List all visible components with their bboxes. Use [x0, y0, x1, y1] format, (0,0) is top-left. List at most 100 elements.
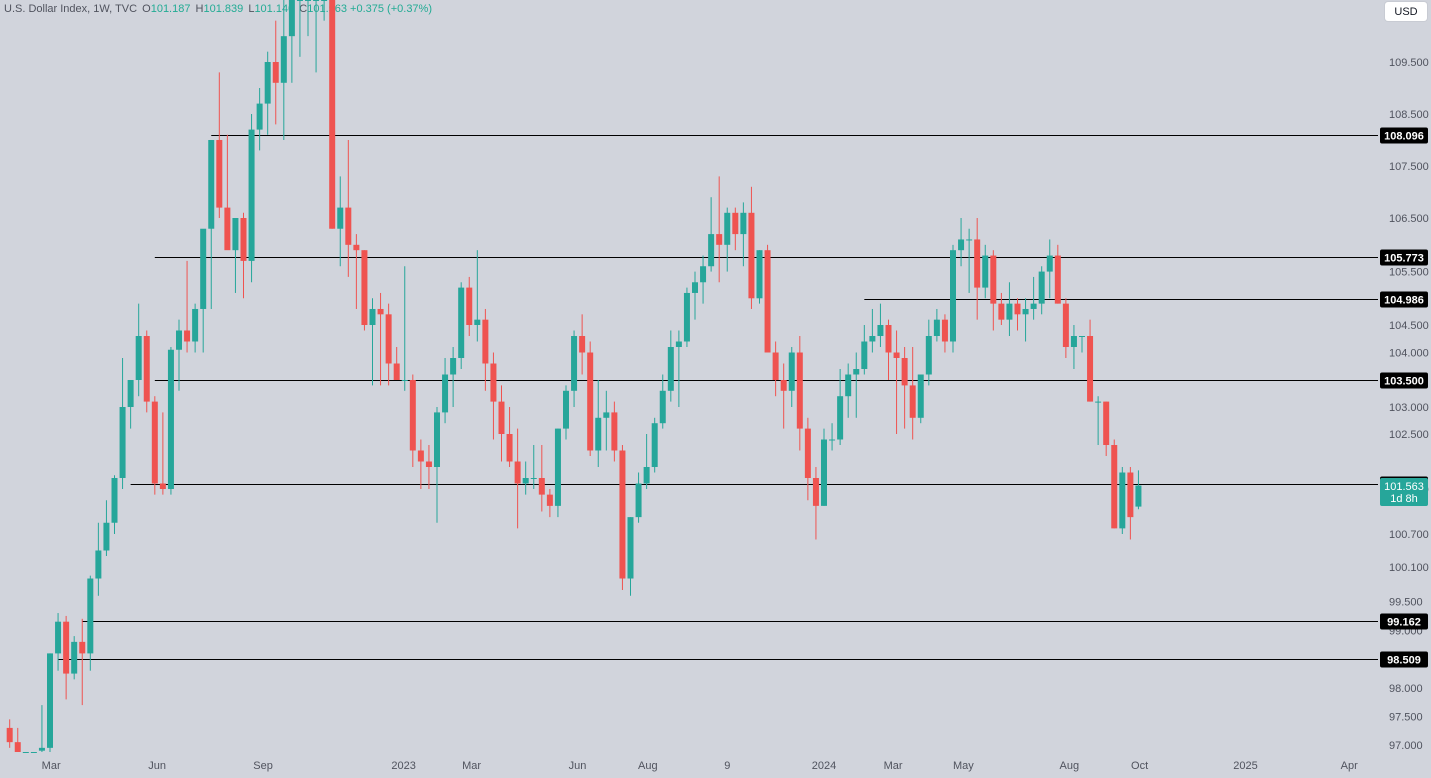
candle-body [974, 239, 981, 288]
candle-body [925, 336, 932, 375]
candle [482, 308, 489, 391]
candle-body [635, 483, 642, 518]
candle-body [522, 478, 529, 484]
candles-layer [6, 0, 1142, 753]
candle [675, 330, 682, 407]
candle-body [409, 380, 416, 451]
levels-layer [58, 135, 1378, 660]
level-price-tag [1380, 372, 1428, 389]
candle [627, 517, 634, 596]
candle-body [1095, 401, 1102, 403]
candle [950, 244, 956, 353]
candle-body [30, 752, 37, 753]
candle [159, 412, 166, 495]
candle-body [6, 727, 13, 743]
time-tick-label: Mar [884, 760, 903, 772]
candle-body [103, 522, 110, 551]
price-tick-label: 109.500 [1389, 57, 1429, 69]
candle [232, 218, 239, 293]
candle [385, 303, 392, 386]
candle-body [853, 369, 860, 375]
candle-body [498, 401, 505, 434]
candle-body [869, 336, 876, 342]
candle-body [788, 352, 795, 391]
candle [522, 461, 529, 495]
time-tick-label: Mar [462, 760, 481, 772]
candle-body [748, 212, 755, 299]
candle [909, 347, 916, 440]
legend-low-label: L [248, 3, 255, 15]
candle-body [966, 239, 973, 241]
level-price-label: 108.096 [1384, 131, 1424, 143]
candle [1070, 325, 1077, 369]
candle-body [151, 401, 158, 484]
candle-body [329, 0, 336, 229]
candle-body [563, 390, 569, 429]
candle-body [837, 396, 844, 440]
candle-body [22, 752, 29, 753]
candle [571, 330, 578, 407]
candle [377, 292, 384, 386]
candle [14, 727, 21, 752]
candle [756, 250, 763, 304]
candle-body [667, 347, 674, 391]
candle [1014, 298, 1021, 331]
candle-body [14, 742, 21, 752]
candle-body [305, 0, 311, 1]
candle-body [1014, 303, 1021, 315]
candle-body [256, 103, 263, 130]
time-axis[interactable]: Mar Jun Sep 2023 Mar Jun Aug 9 2024 Mar May Aug Oct 2… [42, 760, 1358, 772]
candle-body [385, 314, 392, 364]
candle [55, 613, 62, 671]
candle [861, 325, 868, 375]
candle [619, 445, 626, 591]
candle [748, 186, 755, 309]
candle-body [643, 467, 650, 484]
candle-body [63, 621, 70, 674]
candle [79, 618, 86, 706]
candle-body [812, 478, 819, 506]
candle-body [1070, 336, 1077, 347]
candle [772, 341, 779, 397]
candle-body [393, 363, 400, 380]
legend-close-value: 101.563 [307, 3, 347, 15]
candle-body [1022, 308, 1029, 315]
candle [829, 423, 836, 451]
candle-body [127, 380, 134, 407]
candle [498, 385, 505, 462]
candle-body [1111, 445, 1118, 529]
candle-body [651, 423, 658, 467]
candle-body [240, 218, 247, 261]
candle-body [861, 341, 868, 369]
candle-body [192, 308, 199, 342]
time-tick-label: Jun [569, 760, 587, 772]
candle [724, 207, 731, 272]
countdown-label: 1d 8h [1390, 493, 1418, 505]
candle [345, 139, 352, 277]
candle-body [845, 374, 852, 397]
candle-body [143, 336, 150, 402]
candle [974, 218, 981, 320]
candle-body [87, 578, 94, 654]
level-price-tag [1380, 613, 1428, 630]
price-tick-label: 107.500 [1389, 161, 1429, 173]
candle-body [288, 0, 295, 37]
candle [458, 282, 465, 369]
candle [127, 380, 134, 429]
candle-body [159, 483, 166, 489]
candle [563, 385, 569, 440]
candle [933, 308, 940, 342]
price-axis[interactable]: 97.00097.50098.00099.00099.500100.100100… [1389, 57, 1429, 752]
candle-body [200, 228, 207, 309]
candle [417, 439, 424, 489]
candle [369, 298, 376, 386]
level-price-tag [1380, 291, 1428, 308]
candle-body [119, 407, 126, 478]
candle [659, 374, 666, 429]
candle [941, 314, 948, 353]
currency-button[interactable]: USD [1385, 2, 1427, 21]
candle-body [95, 550, 102, 579]
candle [313, 0, 320, 73]
price-tick-label: 100.700 [1389, 529, 1429, 541]
